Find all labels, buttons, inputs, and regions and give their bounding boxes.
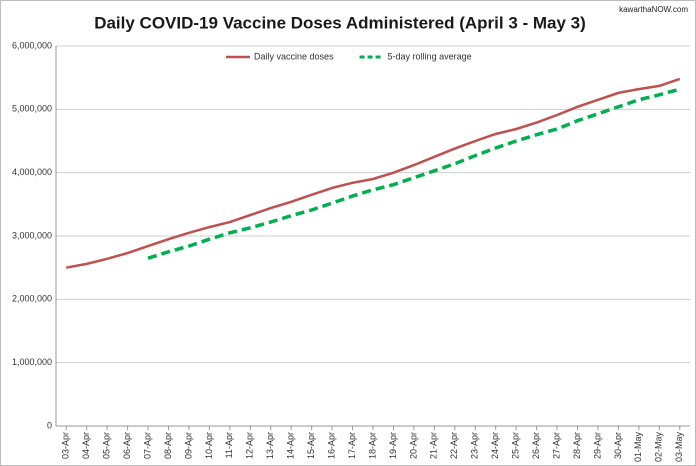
x-tick-label: 30-Apr <box>613 432 623 459</box>
x-tick-label: 04-Apr <box>81 432 91 459</box>
x-tick-label: 02-May <box>654 432 664 463</box>
x-tick-label: 12-Apr <box>245 432 255 459</box>
x-tick-label: 28-Apr <box>572 432 582 459</box>
x-tick-label: 15-Apr <box>306 432 316 459</box>
x-tick-label: 21-Apr <box>429 432 439 459</box>
x-tick-label: 08-Apr <box>163 432 173 459</box>
x-tick-label: 23-Apr <box>470 432 480 459</box>
x-tick-label: 05-Apr <box>102 432 112 459</box>
x-tick-label: 13-Apr <box>265 432 275 459</box>
x-tick-label: 03-Apr <box>61 432 71 459</box>
x-tick-label: 10-Apr <box>204 432 214 459</box>
x-tick-label: 19-Apr <box>388 432 398 459</box>
x-tick-label: 22-Apr <box>449 432 459 459</box>
x-tick-label: 16-Apr <box>326 432 336 459</box>
x-tick-label: 07-Apr <box>142 432 152 459</box>
x-tick-label: 17-Apr <box>347 432 357 459</box>
chart-title: Daily COVID-19 Vaccine Doses Administere… <box>94 13 586 32</box>
y-tick-label: 5,000,000 <box>12 104 52 114</box>
y-tick-label: 1,000,000 <box>12 357 52 367</box>
x-tick-label: 14-Apr <box>286 432 296 459</box>
y-tick-label: 0 <box>47 420 52 430</box>
series-line <box>147 87 681 260</box>
x-tick-label: 29-Apr <box>592 432 602 459</box>
series-line <box>65 77 681 269</box>
y-tick-label: 6,000,000 <box>12 40 52 50</box>
x-tick-label: 18-Apr <box>367 432 377 459</box>
x-tick-label: 09-Apr <box>183 432 193 459</box>
legend-label: Daily vaccine doses <box>254 51 334 61</box>
x-tick-label: 25-Apr <box>511 432 521 459</box>
x-tick-label: 26-Apr <box>531 432 541 459</box>
x-tick-label: 11-Apr <box>224 432 234 458</box>
x-tick-label: 03-May <box>674 432 684 463</box>
x-tick-label: 01-May <box>633 432 643 463</box>
y-tick-label: 4,000,000 <box>12 167 52 177</box>
x-tick-label: 20-Apr <box>408 432 418 459</box>
x-tick-label: 06-Apr <box>122 432 132 459</box>
x-tick-label: 24-Apr <box>490 432 500 459</box>
y-tick-label: 2,000,000 <box>12 294 52 304</box>
watermark: kawarthaNOW.com <box>619 5 688 14</box>
x-tick-label: 27-Apr <box>551 432 561 459</box>
legend-label: 5-day rolling average <box>388 51 472 61</box>
y-tick-label: 3,000,000 <box>12 230 52 240</box>
